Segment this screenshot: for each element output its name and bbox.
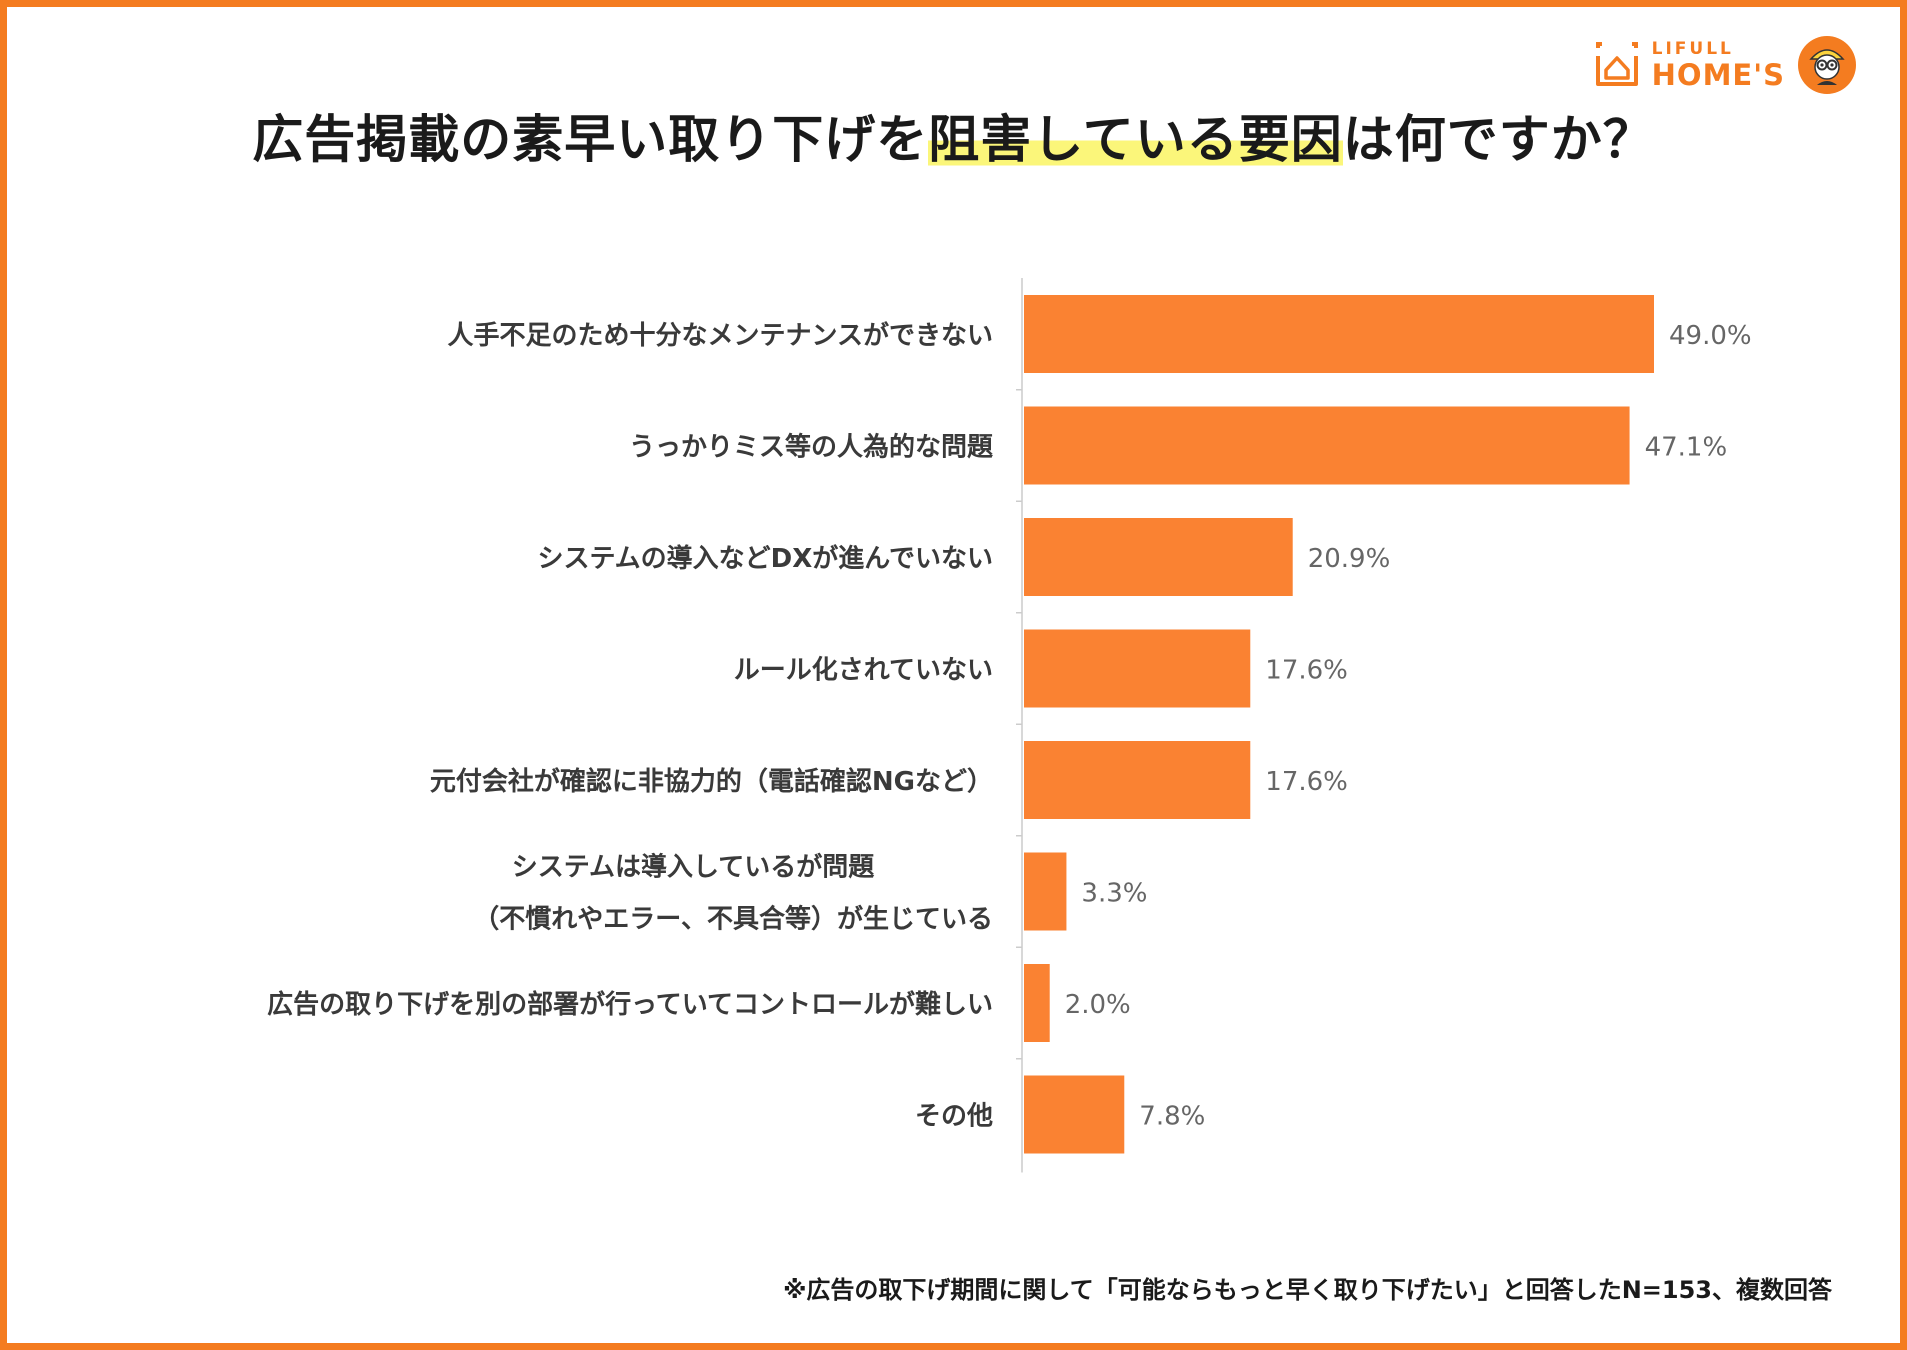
value-label-7: 2.0% [1065,990,1131,1020]
bar-4 [1024,629,1251,708]
mascot-icon [1798,36,1856,94]
bar-3 [1024,518,1293,596]
title-highlight: 阻害している要因 [928,111,1343,170]
category-label-3: システムの導入などDXが進んでいない [537,543,993,574]
logo-sub-text: LIFULL [1651,38,1734,59]
value-label-1: 49.0% [1669,321,1752,351]
bar-1 [1024,295,1654,373]
house-logo-icon [1595,42,1638,86]
value-label-3: 20.9% [1308,544,1391,574]
category-label-1: 人手不足のため十分なメンテナンスができない [448,320,993,351]
logo-main-text: HOME'S [1651,57,1785,92]
value-label-5: 17.6% [1265,767,1348,797]
lifull-homes-logo: LIFULL HOME'S [1594,32,1857,98]
value-label-2: 47.1% [1645,433,1728,463]
category-label-2: うっかりミス等の人為的な問題 [629,432,994,463]
bar-5 [1024,741,1251,819]
category-label-7: 広告の取り下げを別の部署が行っていてコントロールが難しい [267,989,993,1020]
bar-chart: 49.0% 人手不足のため十分なメンテナンスができない 47.1% うっかりミス等の人… [267,278,1752,1173]
title-prefix: 広告掲載の素早い取り下げを [252,111,929,170]
footnote: ※広告の取下げ期間に関して「可能ならもっと早く取り下げたい」と回答したN=153… [783,1276,1832,1304]
bar-6 [1024,852,1067,931]
category-label-8: その他 [915,1102,993,1132]
value-label-8: 7.8% [1139,1102,1205,1132]
bar-8 [1024,1075,1125,1154]
bar-2 [1024,406,1630,485]
category-label-6-line-1: システムは導入しているが問題 [512,852,875,883]
category-label-5: 元付会社が確認に非協力的（電話確認NGなど） [430,766,993,797]
value-label-6: 3.3% [1081,879,1147,909]
category-label-6-line-2: （不慣れやエラー、不具合等）が生じている [473,904,993,935]
page-title: 広告掲載の素早い取り下げを阻害している要因は何ですか？ [0,98,1907,172]
category-label-4: ルール化されていない [734,656,993,686]
value-label-4: 17.6% [1265,656,1348,686]
title-suffix: は何ですか？ [1342,111,1655,170]
bar-7 [1024,964,1050,1042]
